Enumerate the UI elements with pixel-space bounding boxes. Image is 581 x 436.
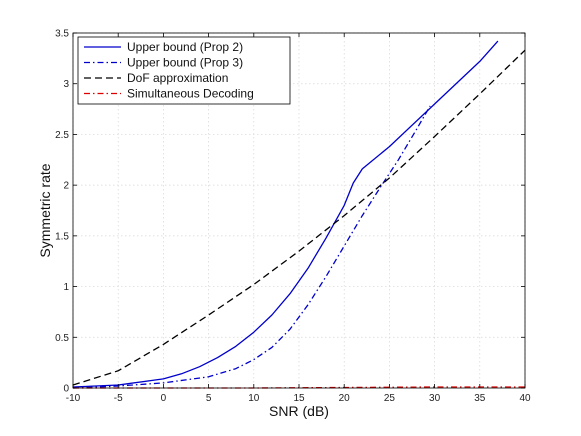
x-tick-label: 5 xyxy=(206,393,212,404)
series-line-3 xyxy=(72,49,526,386)
x-tick-label: 15 xyxy=(293,393,305,404)
series-line-2 xyxy=(72,105,431,389)
y-tick-label: 1.5 xyxy=(55,231,69,242)
y-tick-label: 0.5 xyxy=(55,333,69,344)
legend-label-3: DoF approximation xyxy=(127,71,228,85)
x-tick-label: -10 xyxy=(66,393,81,404)
y-axis-label: Symmetric rate xyxy=(37,163,53,257)
ticks: -10 -5 0 5 10 15 20 25 30 35 40 0 0.5 1 1.5 2 2.5 3 3.5 xyxy=(55,29,531,405)
x-tick-label: 25 xyxy=(384,393,396,404)
x-tick-label: 30 xyxy=(429,393,441,404)
y-tick-label: 3.5 xyxy=(55,29,69,40)
x-tick-label: 10 xyxy=(248,393,260,404)
x-axis-label: SNR (dB) xyxy=(269,403,329,419)
x-tick-label: 0 xyxy=(161,393,167,404)
x-tick-label: 20 xyxy=(339,393,351,404)
x-tick-label: 40 xyxy=(519,393,531,404)
y-tick-label: 0 xyxy=(63,384,69,395)
x-tick-label: 35 xyxy=(474,393,486,404)
y-tick-label: 3 xyxy=(63,79,69,90)
y-tick-label: 1 xyxy=(63,282,69,293)
series-line-1 xyxy=(72,40,499,388)
legend-label-2: Upper bound (Prop 3) xyxy=(127,56,243,70)
legend-box xyxy=(77,36,291,105)
x-tick-label: -5 xyxy=(114,393,123,404)
legend: Upper bound (Prop 2) Upper bound (Prop 3)… xyxy=(77,36,291,105)
y-tick-label: 2 xyxy=(63,181,69,192)
legend-label-4: Simultaneous Decoding xyxy=(127,87,254,101)
legend-label-1: Upper bound (Prop 2) xyxy=(127,40,243,54)
y-tick-label: 2.5 xyxy=(55,130,69,141)
